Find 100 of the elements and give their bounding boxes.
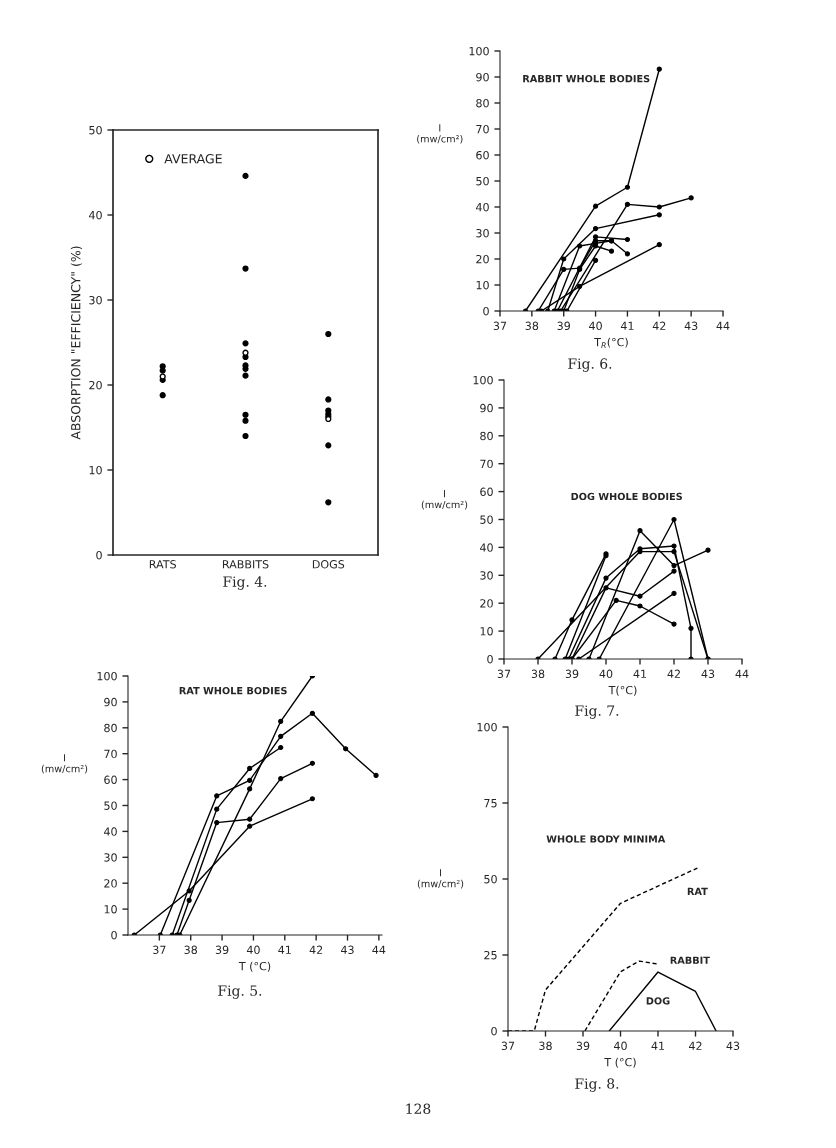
x-tick-label: 38: [531, 669, 545, 679]
x-tick-label: 42: [652, 321, 666, 330]
y-tick-label: 80: [104, 723, 117, 733]
x-tick-label: 39: [576, 1041, 590, 1051]
x-tick-label: 38: [525, 321, 539, 331]
x-tick-label: 43: [684, 321, 698, 331]
y-tick-label: 10: [104, 905, 117, 914]
x-tick-label: 37: [493, 321, 507, 331]
x-tick-label: 44: [716, 321, 730, 330]
x-tick-label: RATS: [149, 560, 176, 569]
x-tick-label: 39: [565, 669, 579, 679]
x-tick-label: 40: [613, 1041, 627, 1051]
x-tick-label: 43: [340, 945, 354, 955]
y-tick-label: 20: [89, 380, 102, 390]
y-tick-label: 100: [473, 375, 493, 385]
y-tick-label: 10: [480, 627, 493, 636]
y-axis-title: ABSORPTION "EFFICIENCY" (%): [70, 246, 82, 440]
series-label: DOG: [646, 997, 670, 1005]
y-tick-label: 50: [104, 801, 117, 810]
x-tick-label: 37: [497, 669, 511, 679]
x-tick-label: 37: [153, 945, 166, 955]
y-tick-label: 90: [104, 697, 117, 707]
y-axis-title: I (mw/cm²): [41, 754, 88, 774]
y-tick-label: 40: [475, 202, 489, 212]
x-tick-label: 41: [651, 1041, 665, 1050]
text: DOG WHOLE BODIES: [571, 492, 682, 501]
y-axis-title: I (mw/cm²): [421, 490, 468, 510]
y-tick-label: 20: [476, 254, 489, 264]
x-tick-label: 43: [701, 669, 715, 679]
x-tick-label: 42: [688, 1041, 702, 1050]
x-tick-label: 37: [501, 1041, 515, 1051]
y-tick-label: 10: [89, 465, 102, 475]
y-tick-label: 40: [103, 827, 117, 836]
legend-label: AVERAGE: [164, 153, 222, 164]
y-tick-label: 90: [480, 403, 493, 413]
y-tick-label: 100: [477, 722, 497, 732]
x-tick-label: 44: [372, 945, 386, 954]
x-tick-label: 42: [667, 669, 680, 678]
x-tick-label: 40: [589, 321, 602, 331]
y-tick-label: 20: [104, 879, 117, 888]
y-tick-label: 60: [104, 775, 117, 784]
y-tick-label: 80: [480, 431, 493, 441]
text: RAT WHOLE BODIES: [179, 686, 287, 695]
y-tick-label: 40: [479, 543, 493, 552]
y-axis-title: I (mw/cm²): [417, 124, 463, 144]
y-tick-label: 50: [480, 515, 493, 524]
caption: Fig. 4.: [223, 576, 267, 590]
y-tick-label: 70: [104, 749, 117, 759]
text: WHOLE BODY MINIMA: [546, 835, 666, 843]
y-tick-label: 20: [480, 599, 493, 608]
y-tick-label: 40: [88, 210, 102, 220]
y-tick-label: 50: [89, 125, 102, 135]
y-tick-label: 25: [484, 950, 497, 960]
y-tick-label: 50: [476, 176, 489, 186]
x-axis-title: T (°C): [604, 1057, 636, 1068]
x-axis-title: T(°C): [608, 685, 637, 696]
series-label: RAT: [687, 887, 708, 895]
y-tick-label: 70: [476, 124, 489, 134]
y-tick-label: 0: [483, 306, 489, 316]
x-tick-label: 41: [278, 945, 291, 954]
x-tick-label: 41: [620, 321, 634, 330]
y-tick-label: 0: [96, 550, 102, 560]
y-tick-label: 50: [484, 874, 497, 884]
x-tick-label: 44: [735, 669, 749, 678]
x-tick-label: 41: [633, 669, 647, 678]
y-tick-label: 0: [111, 930, 117, 940]
x-tick-label: 39: [215, 945, 229, 955]
y-tick-label: 30: [480, 571, 493, 580]
x-axis-title: T$_{R}$(°C): [594, 337, 628, 348]
x-axis-title: T (°C): [238, 961, 271, 972]
x-tick-label: 38: [539, 1041, 552, 1051]
text: 128: [406, 1103, 431, 1115]
y-tick-label: 60: [480, 487, 493, 496]
y-axis-title: I (mw/cm²): [417, 869, 464, 889]
y-tick-label: 30: [89, 295, 102, 305]
y-tick-label: 30: [476, 228, 489, 238]
y-tick-label: 80: [476, 98, 489, 108]
series-label: RABBIT: [670, 956, 710, 964]
caption: Fig. 7.: [575, 705, 619, 719]
x-tick-label: 40: [246, 945, 260, 955]
y-tick-label: 75: [484, 799, 497, 808]
x-tick-label: 43: [726, 1041, 740, 1051]
caption: Fig. 6.: [568, 358, 612, 372]
x-tick-label: 39: [557, 321, 570, 331]
y-tick-label: 100: [469, 46, 489, 56]
x-tick-label: DOGS: [312, 560, 345, 569]
text: RABBIT WHOLE BODIES: [523, 74, 650, 83]
x-tick-label: RABBITS: [222, 560, 269, 569]
x-tick-label: 40: [599, 669, 613, 679]
y-tick-label: 0: [491, 1026, 497, 1036]
y-tick-label: 70: [480, 459, 493, 469]
y-tick-label: 30: [104, 853, 117, 862]
caption: Fig. 8.: [575, 1078, 619, 1092]
y-tick-label: 90: [476, 72, 489, 82]
x-tick-label: 38: [184, 945, 198, 955]
x-tick-label: 42: [309, 945, 323, 954]
y-tick-label: 0: [487, 654, 493, 664]
y-tick-label: 100: [97, 671, 117, 681]
y-tick-label: 10: [476, 280, 489, 290]
caption: Fig. 5.: [218, 985, 262, 999]
